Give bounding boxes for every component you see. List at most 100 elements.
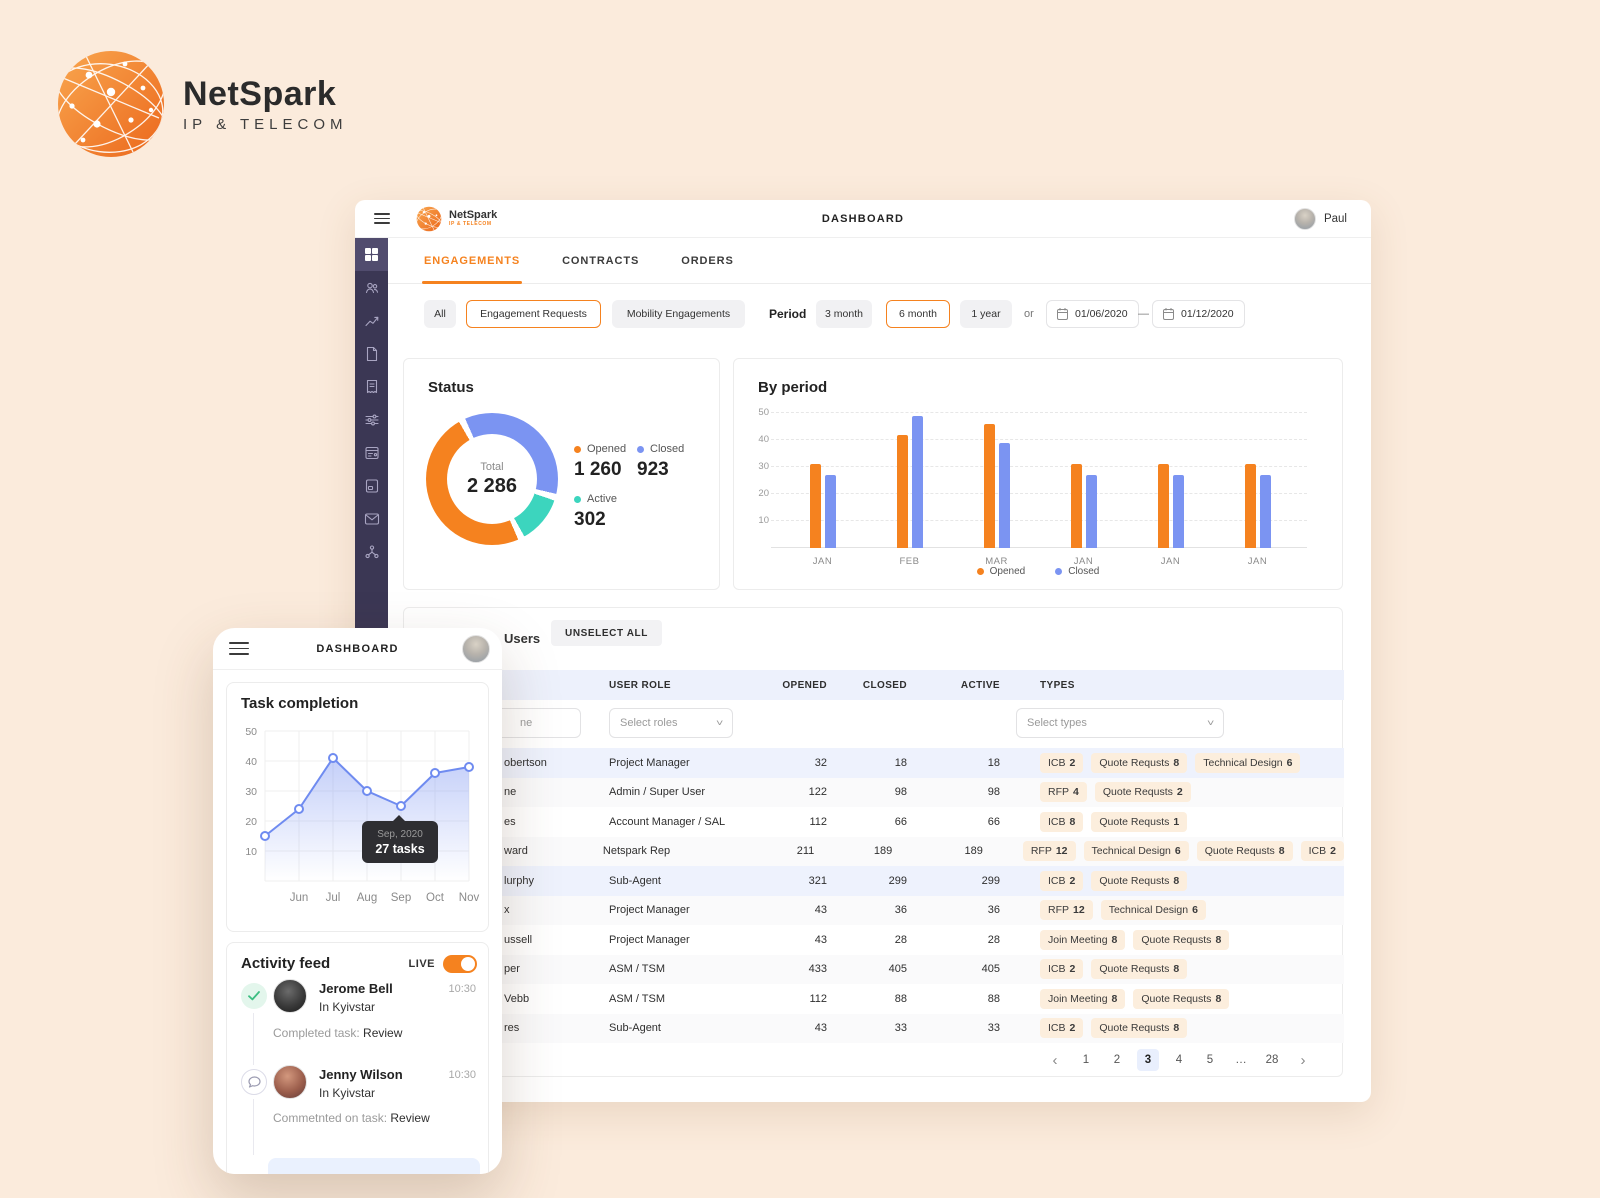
pagination-prev[interactable]: ‹ [1052, 1051, 1058, 1069]
period-3-month-button[interactable]: 3 month [816, 300, 872, 328]
table-row[interactable]: lurphy Sub-Agent 321 299 299 ICB 2 Quote Requst… [404, 866, 1344, 896]
col-opened[interactable]: OPENED [782, 679, 827, 691]
sidebar-item-users[interactable] [355, 271, 388, 304]
roles-select[interactable]: Select roles ˅ [609, 708, 733, 738]
cell-user-name: lurphy [404, 875, 604, 887]
data-point[interactable] [362, 786, 372, 796]
type-chip[interactable]: Technical Design 6 [1100, 900, 1206, 921]
data-point[interactable] [464, 762, 474, 772]
type-chip[interactable]: RFP 12 [1022, 841, 1076, 862]
type-chip[interactable]: ICB 2 [1040, 1018, 1084, 1039]
type-chip[interactable]: Technical Design 6 [1195, 752, 1301, 773]
data-point[interactable] [294, 804, 304, 814]
col-closed[interactable]: CLOSED [862, 679, 907, 691]
sidebar-item-mail[interactable] [355, 502, 388, 535]
pagination-page-2[interactable]: 2 [1113, 1054, 1121, 1066]
type-chip[interactable]: Quote Requsts 1 [1091, 811, 1188, 832]
pagination-page-3[interactable]: 3 [1137, 1049, 1159, 1071]
sidebar-item-share[interactable] [355, 535, 388, 568]
pagination-page-4[interactable]: 4 [1175, 1054, 1183, 1066]
by-period-legend: Opened Closed [734, 566, 1342, 577]
table-row[interactable]: Vebb ASM / TSM 112 88 88 Join Meeting 8 Quote R… [404, 984, 1344, 1014]
type-chip[interactable]: Quote Requsts 8 [1133, 988, 1230, 1009]
type-chip[interactable]: Quote Requsts 8 [1133, 929, 1230, 950]
type-chip[interactable]: Quote Requsts 2 [1094, 782, 1191, 803]
sidebar-item-invoice[interactable] [355, 370, 388, 403]
table-row[interactable]: res Sub-Agent 43 33 33 ICB 2 Quote Requsts 8 [404, 1013, 1344, 1043]
table-row[interactable]: obertson Project Manager 32 18 18 ICB 2 Quote R… [404, 748, 1344, 778]
col-user-role[interactable]: USER ROLE [609, 679, 671, 691]
type-chip[interactable]: ICB 2 [1040, 752, 1084, 773]
type-chip[interactable]: Quote Requsts 8 [1091, 752, 1188, 773]
sidebar-item-dashboard[interactable] [355, 238, 388, 271]
type-chip[interactable]: ICB 2 [1040, 870, 1084, 891]
sidebar-item-card[interactable] [355, 469, 388, 502]
caption-target[interactable]: Review [390, 1111, 430, 1125]
cell-active: 98 [987, 786, 1000, 799]
cell-opened: 122 [808, 786, 827, 799]
filter-all-button[interactable]: All [424, 300, 456, 328]
tab-contracts[interactable]: CONTRACTS [562, 254, 640, 267]
chart-tooltip: Sep, 2020 27 tasks [362, 815, 438, 863]
status-legend-item: Opened 1 260 [574, 443, 626, 481]
pagination-page-1[interactable]: 1 [1082, 1054, 1090, 1066]
type-chip[interactable]: ICB 2 [1300, 841, 1344, 862]
date-to-input[interactable]: 01/12/2020 [1152, 300, 1245, 328]
date-from-input[interactable]: 01/06/2020 [1046, 300, 1139, 328]
type-chip[interactable]: ICB 8 [1040, 811, 1084, 832]
data-point[interactable] [396, 801, 406, 811]
table-row[interactable]: ne Admin / Super User 122 98 98 RFP 4 Quote Req… [404, 777, 1344, 807]
menu-icon[interactable] [229, 642, 249, 655]
data-point[interactable] [430, 768, 440, 778]
type-chip[interactable]: Technical Design 6 [1083, 841, 1189, 862]
type-chip[interactable]: Join Meeting 8 [1040, 988, 1126, 1009]
avatar[interactable] [462, 635, 490, 663]
sidebar-item-document[interactable] [355, 337, 388, 370]
data-point[interactable] [260, 831, 270, 841]
user-name-fragment: obertson [504, 756, 547, 769]
table-row[interactable]: per ASM / TSM 433 405 405 ICB 2 Quote Requsts 8 [404, 954, 1344, 984]
cell-active: 28 [987, 933, 1000, 946]
legend-label: Opened [989, 566, 1026, 577]
col-types[interactable]: TYPES [1040, 679, 1075, 691]
table-row[interactable]: es Account Manager / SAL 112 66 66 ICB 8 Quote … [404, 807, 1344, 837]
table-row[interactable]: x Project Manager 43 36 36 RFP 12 Technical Des… [404, 895, 1344, 925]
data-point[interactable] [328, 753, 338, 763]
type-chip[interactable]: Quote Requsts 8 [1196, 841, 1293, 862]
type-chip[interactable]: Quote Requsts 8 [1091, 959, 1188, 980]
avatar[interactable] [1293, 207, 1316, 230]
types-select[interactable]: Select types ˅ [1016, 708, 1224, 738]
table-row[interactable]: ward Netspark Rep 211 189 189 RFP 12 Technical … [404, 836, 1344, 866]
table-filters: ne Select roles ˅ Select types ˅ [404, 708, 1344, 740]
type-chip[interactable]: ICB 2 [1040, 959, 1084, 980]
user-menu[interactable]: Paul [1293, 207, 1347, 230]
pagination-page-28[interactable]: 28 [1265, 1054, 1279, 1066]
sidebar-item-sliders[interactable] [355, 403, 388, 436]
bar-closed [911, 415, 923, 548]
tab-orders[interactable]: ORDERS [681, 254, 734, 267]
filter-mobility-button[interactable]: Mobility Engagements [612, 300, 745, 328]
menu-icon[interactable] [374, 213, 390, 224]
type-chip[interactable]: RFP 4 [1040, 782, 1087, 803]
sidebar-item-browser[interactable] [355, 436, 388, 469]
period-6-month-button[interactable]: 6 month [886, 300, 950, 328]
type-chip[interactable]: RFP 12 [1040, 900, 1093, 921]
comment-input[interactable] [268, 1158, 480, 1174]
table-header: USER ROLE OPENED CLOSED ACTIVE TYPES [404, 670, 1344, 700]
cell-user-name: obertson [404, 757, 604, 769]
caption-target[interactable]: Review [363, 1026, 403, 1040]
table-row[interactable]: ussell Project Manager 43 28 28 Join Meeting 8… [404, 925, 1344, 955]
period-1-year-button[interactable]: 1 year [960, 300, 1012, 328]
pagination-page-5[interactable]: 5 [1206, 1054, 1214, 1066]
live-label: LIVE [408, 958, 435, 970]
type-chip[interactable]: Quote Requsts 8 [1091, 1018, 1188, 1039]
live-toggle[interactable] [443, 955, 477, 973]
sidebar-item-chart[interactable] [355, 304, 388, 337]
filter-engagement-requests-button[interactable]: Engagement Requests [466, 300, 601, 328]
type-chip[interactable]: Quote Requsts 8 [1091, 870, 1188, 891]
unselect-all-button[interactable]: UNSELECT ALL [551, 620, 662, 646]
type-chip[interactable]: Join Meeting 8 [1040, 929, 1126, 950]
pagination-next[interactable]: › [1300, 1051, 1306, 1069]
col-active[interactable]: ACTIVE [960, 679, 1000, 691]
tab-engagements[interactable]: ENGAGEMENTS [421, 238, 523, 284]
